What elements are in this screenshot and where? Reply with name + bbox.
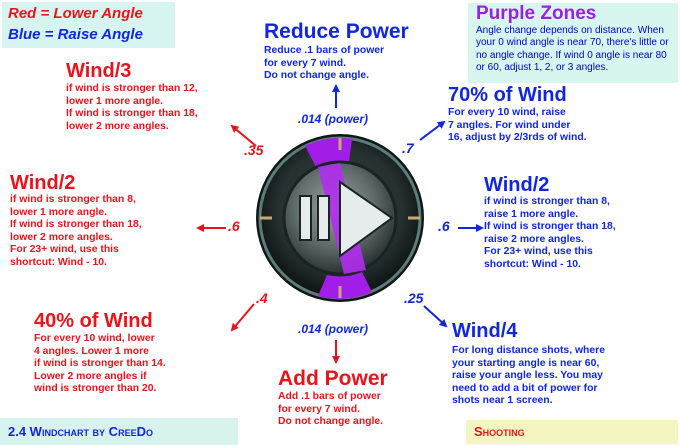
right-body-line: For 23+ wind, use this [484,246,593,258]
upper-right-title: 70% of Wind [448,84,567,106]
right-factor: .6 [438,218,450,234]
lower-left-body-line: 4 angles. Lower 1 more [34,345,149,357]
right-body-line: raise 2 more angles. [484,233,584,245]
top-body: Reduce .1 bars of power for every 7 wind… [264,45,384,83]
arrow-upper-left [230,124,257,147]
shooting-box [466,420,678,444]
bottom-body: Add .1 bars of power for every 7 wind. D… [278,391,383,429]
bottom-body-line: Add .1 bars of power [278,391,381,402]
left-body-line: lower 2 more angles. [10,231,113,243]
lower-left-body-line: wind is stronger than 20. [34,383,157,395]
lower-right-factor: .25 [404,290,424,306]
right-title: Wind/2 [484,174,550,196]
upper-left-body-line: If wind is stronger than 18, [66,108,198,120]
left-body-line: shortcut: Wind - 10. [10,256,107,268]
arrow-lower-right [423,305,448,328]
upper-right-body-line: 7 angles. For wind under [448,119,571,131]
left-body-line: For 23+ wind, use this [10,244,119,256]
right-body-line: raise 1 more angle. [484,208,579,220]
upper-left-body: if wind is stronger than 12, lower 1 mor… [66,83,198,133]
legend-red-lower-angle: Red = Lower Angle [8,5,143,22]
upper-right-body-line: 16, adjust by 2/3rds of wind. [448,132,587,144]
upper-right-factor: .7 [402,140,414,156]
upper-right-body: For every 10 wind, raise 7 angles. For w… [448,107,587,145]
lower-left-body-line: Lower 2 more angles if [34,370,147,382]
right-body: if wind is stronger than 8, raise 1 more… [484,196,616,272]
lower-left-title: 40% of Wind [34,310,153,332]
left-factor: .6 [228,218,240,234]
lower-right-body-line: raise your angle less. You may [452,370,603,382]
bottom-body-line: Do not change angle. [278,416,384,428]
arrow-upper-right [419,120,446,141]
left-title: Wind/2 [10,172,76,194]
upper-left-factor: .35 [244,142,264,158]
lower-left-body-line: if wind is stronger than 14. [34,358,166,370]
arrow-lower-left [230,303,255,332]
upper-left-title: Wind/3 [66,60,132,82]
purple-zones-title: Purple Zones [476,3,597,24]
right-body-line: if wind is stronger than 8, [484,196,610,207]
right-body-line: If wind is stronger than 18, [484,221,616,233]
bottom-title: Add Power [278,367,388,390]
lower-right-title: Wind/4 [452,320,518,342]
lower-right-body-line: your starting angle is near 60, [452,357,600,369]
lower-left-body: For every 10 wind, lower 4 angles. Lower… [34,333,166,396]
lower-left-body-line: For every 10 wind, lower [34,333,155,344]
bottom-body-line: for every 7 wind. [278,403,360,415]
left-body: if wind is stronger than 8, lower 1 more… [10,194,142,270]
lower-right-body-line: shots near 1 screen. [452,395,553,407]
top-body-line: for every 7 wind. [264,57,346,69]
lower-right-body-line: For long distance shots, where [452,345,605,356]
lower-right-body: For long distance shots, where your star… [452,345,605,408]
upper-right-body-line: For every 10 wind, raise [448,107,566,118]
left-body-line: lower 1 more angle. [10,206,108,218]
top-factor: .014 (power) [298,112,369,126]
left-body-line: If wind is stronger than 18, [10,219,142,231]
top-title: Reduce Power [264,20,409,43]
top-body-line: Do not change angle. [264,70,370,82]
purple-zones-box [468,3,678,83]
upper-left-body-line: if wind is stronger than 12, [66,83,198,94]
upper-left-body-line: lower 1 more angle. [66,95,164,107]
upper-left-body-line: lower 2 more angles. [66,120,169,132]
credit-box [0,418,238,445]
top-body-line: Reduce .1 bars of power [264,45,385,56]
shooting-label: Shooting [474,424,525,439]
legend-blue-raise-angle: Blue = Raise Angle [8,26,143,43]
right-body-line: shortcut: Wind - 10. [484,258,581,270]
lower-right-body-line: need to add a bit of power for [452,382,598,394]
left-body-line: if wind is stronger than 8, [10,194,136,205]
bottom-factor: .014 (power) [298,322,369,336]
wind-dial-icon [256,134,424,302]
lower-left-factor: .4 [256,290,268,306]
legend-box [2,2,175,48]
credit-text: 2.4 Windchart by CreeDo [8,424,153,439]
purple-zones-description: Angle change depends on distance. When y… [476,25,669,73]
